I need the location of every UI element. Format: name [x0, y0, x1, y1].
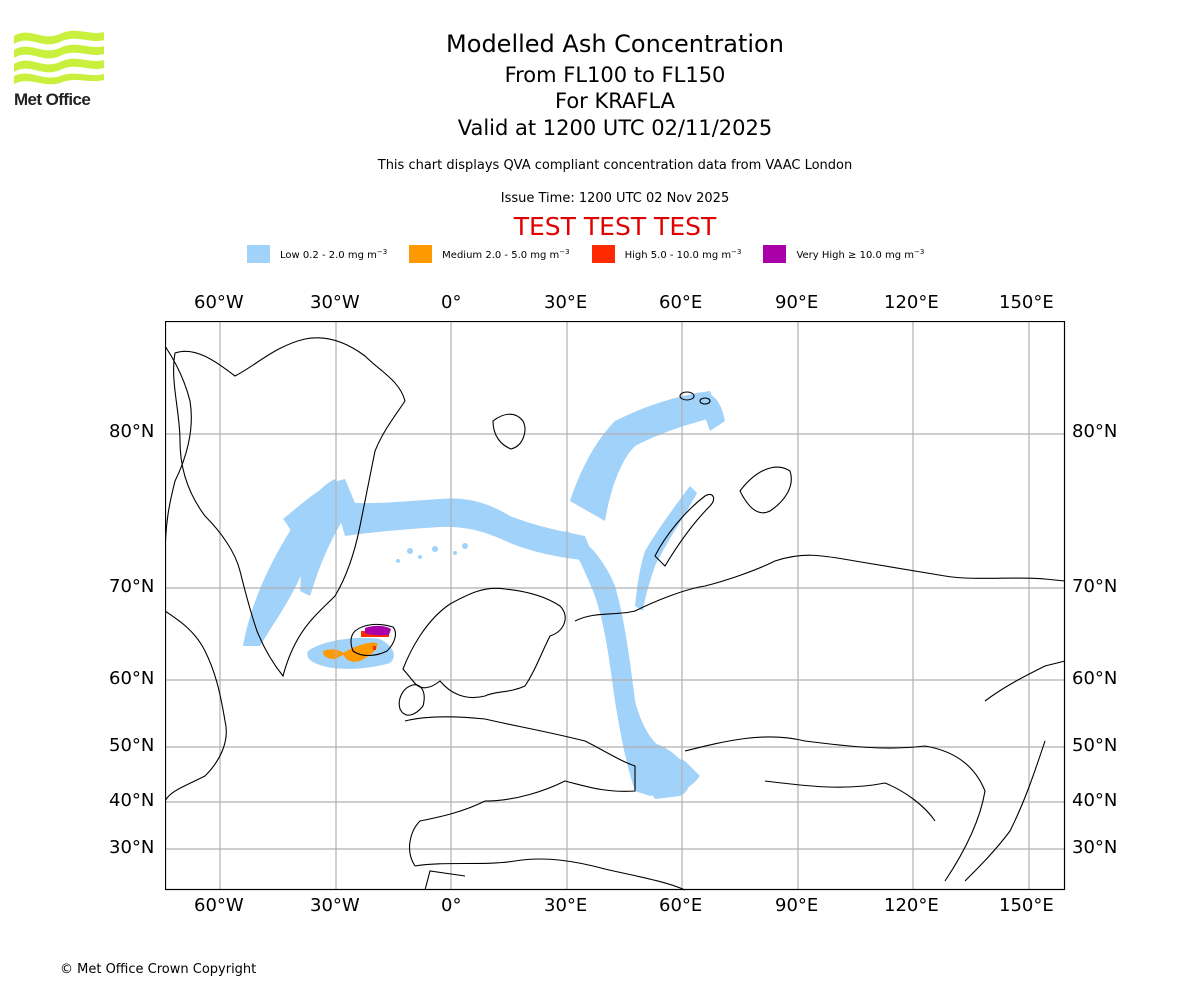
logo-text: Met Office	[14, 90, 91, 109]
lon-tick-bottom: 90°E	[775, 895, 819, 916]
lon-tick-bottom: 150°E	[999, 895, 1054, 916]
flight-level-range: From FL100 to FL150	[504, 63, 726, 87]
legend-label-low: Low 0.2 - 2.0 mg m	[280, 249, 377, 261]
graticule	[165, 321, 1065, 890]
coastlines	[165, 337, 1066, 891]
met-office-waves-icon	[14, 30, 104, 85]
lon-tick-bottom: 60°W	[194, 895, 244, 916]
concentration-legend: Low 0.2 - 2.0 mg m−3 Medium 2.0 - 5.0 mg…	[247, 243, 946, 265]
lon-tick-bottom: 30°E	[544, 895, 588, 916]
lon-tick-top: 150°E	[999, 292, 1054, 313]
lat-tick-right: 50°N	[1072, 735, 1118, 756]
ash-medium-region	[323, 642, 378, 662]
lon-tick-top: 30°W	[310, 292, 360, 313]
lat-tick-left: 60°N	[109, 668, 155, 689]
chart-title: Modelled Ash Concentration	[446, 30, 784, 58]
lon-tick-bottom: 60°E	[659, 895, 703, 916]
legend-label-high: High 5.0 - 10.0 mg m	[624, 249, 732, 261]
met-office-logo: Met Office	[12, 28, 112, 118]
lon-tick-top: 0°	[441, 292, 462, 313]
legend-swatch-medium	[409, 245, 433, 263]
lat-tick-right: 40°N	[1072, 790, 1118, 811]
legend-swatch-high	[591, 245, 615, 263]
volcano-name: For KRAFLA	[555, 89, 675, 113]
lat-tick-right: 30°N	[1072, 837, 1118, 858]
issue-time: Issue Time: 1200 UTC 02 Nov 2025	[500, 191, 730, 206]
lon-tick-top: 120°E	[884, 292, 939, 313]
ash-concentration-map	[165, 321, 1066, 891]
legend-item-low: Low 0.2 - 2.0 mg m−3	[247, 245, 387, 263]
lon-tick-bottom: 30°W	[310, 895, 360, 916]
qva-subtitle: This chart displays QVA compliant concen…	[377, 158, 853, 173]
copyright-notice: © Met Office Crown Copyright	[60, 962, 257, 977]
lat-tick-left: 30°N	[109, 837, 155, 858]
map-frame	[165, 321, 1066, 891]
legend-swatch-low	[247, 245, 270, 263]
legend-label-very-high: Very High ≥ 10.0 mg m	[796, 249, 915, 261]
legend-item-very-high: Very High ≥ 10.0 mg m−3	[763, 245, 924, 263]
lat-tick-right: 60°N	[1072, 668, 1118, 689]
lat-tick-right: 70°N	[1072, 576, 1118, 597]
lon-tick-bottom: 0°	[441, 895, 462, 916]
lat-tick-left: 70°N	[109, 576, 155, 597]
lat-tick-left: 80°N	[109, 421, 155, 442]
legend-item-medium: Medium 2.0 - 5.0 mg m−3	[409, 245, 570, 263]
legend-item-high: High 5.0 - 10.0 mg m−3	[591, 245, 741, 263]
lon-tick-top: 90°E	[775, 292, 819, 313]
ash-very-high-region	[365, 625, 391, 636]
lat-tick-right: 80°N	[1072, 421, 1118, 442]
lat-tick-left: 40°N	[109, 790, 155, 811]
legend-swatch-very-high	[763, 245, 787, 263]
lon-tick-top: 60°W	[194, 292, 244, 313]
lat-tick-left: 50°N	[109, 735, 155, 756]
legend-label-medium: Medium 2.0 - 5.0 mg m	[442, 249, 560, 261]
lon-tick-bottom: 120°E	[884, 895, 939, 916]
test-banner: TEST TEST TEST	[513, 212, 717, 241]
lon-tick-top: 30°E	[544, 292, 588, 313]
valid-time: Valid at 1200 UTC 02/11/2025	[457, 116, 773, 140]
lon-tick-top: 60°E	[659, 292, 703, 313]
